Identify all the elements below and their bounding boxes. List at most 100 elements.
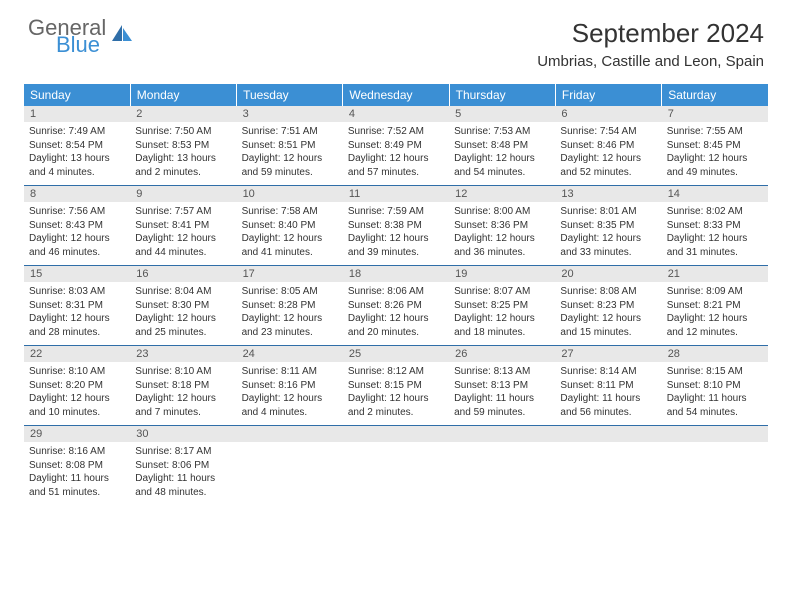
sunset-line: Sunset: 8:48 PM bbox=[454, 140, 528, 151]
sunset-line: Sunset: 8:49 PM bbox=[348, 140, 422, 151]
sunrise-line: Sunrise: 8:03 AM bbox=[29, 286, 105, 297]
daylight-line: Daylight: 12 hours and 4 minutes. bbox=[242, 393, 323, 418]
calendar-day-cell bbox=[555, 426, 661, 506]
day-body: Sunrise: 8:03 AMSunset: 8:31 PMDaylight:… bbox=[24, 282, 130, 345]
sunrise-line: Sunrise: 8:08 AM bbox=[560, 286, 636, 297]
sunset-line: Sunset: 8:46 PM bbox=[560, 140, 634, 151]
sunrise-line: Sunrise: 7:51 AM bbox=[242, 126, 318, 137]
day-body: Sunrise: 8:09 AM Sunset: 8:21 PM Daylight:… bbox=[662, 282, 768, 345]
day-number: 19 bbox=[449, 266, 555, 282]
day-number bbox=[662, 426, 768, 442]
day-number: 30 bbox=[130, 426, 236, 442]
calendar-day-cell bbox=[237, 426, 343, 506]
logo-text-line2: Blue bbox=[56, 35, 106, 56]
sunset-line: Sunset: 8:23 PM bbox=[560, 300, 634, 311]
day-number bbox=[555, 426, 661, 442]
daylight-line: Daylight: 13 hours and 4 minutes. bbox=[29, 153, 110, 178]
sunrise-line: Sunrise: 8:07 AM bbox=[454, 286, 530, 297]
day-body: Sunrise: 8:10 AMSunset: 8:18 PMDaylight:… bbox=[130, 362, 236, 425]
sunrise-line: Sunrise: 8:09 AM bbox=[667, 286, 743, 297]
day-body bbox=[343, 442, 449, 500]
calendar-day-cell: 9Sunrise: 7:57 AMSunset: 8:41 PMDaylight… bbox=[130, 186, 236, 266]
logo: General Blue bbox=[28, 18, 134, 56]
daylight-line: Daylight: 12 hours and 2 minutes. bbox=[348, 393, 429, 418]
calendar-week-row: 15Sunrise: 8:03 AMSunset: 8:31 PMDayligh… bbox=[24, 266, 768, 346]
weekday-header: Tuesday bbox=[237, 84, 343, 106]
daylight-line: Daylight: 12 hours and 41 minutes. bbox=[242, 233, 323, 258]
calendar-day-cell: 7Sunrise: 7:55 AMSunset: 8:45 PMDaylight… bbox=[662, 106, 768, 186]
sunrise-line: Sunrise: 8:01 AM bbox=[560, 206, 636, 217]
sunset-line: Sunset: 8:21 PM bbox=[667, 300, 741, 311]
calendar-day-cell: 2Sunrise: 7:50 AMSunset: 8:53 PMDaylight… bbox=[130, 106, 236, 186]
weekday-header: Friday bbox=[555, 84, 661, 106]
daylight-line: Daylight: 12 hours and 59 minutes. bbox=[242, 153, 323, 178]
day-number: 17 bbox=[237, 266, 343, 282]
day-body bbox=[237, 442, 343, 500]
calendar-day-cell: 5Sunrise: 7:53 AMSunset: 8:48 PMDaylight… bbox=[449, 106, 555, 186]
sunrise-line: Sunrise: 7:59 AM bbox=[348, 206, 424, 217]
sunset-line: Sunset: 8:33 PM bbox=[667, 220, 741, 231]
sunset-line: Sunset: 8:08 PM bbox=[29, 460, 103, 471]
day-body: Sunrise: 8:06 AMSunset: 8:26 PMDaylight:… bbox=[343, 282, 449, 345]
sail-icon bbox=[110, 23, 134, 51]
daylight-line: Daylight: 12 hours and 15 minutes. bbox=[560, 313, 641, 338]
sunrise-line: Sunrise: 7:56 AM bbox=[29, 206, 105, 217]
page-title: September 2024 bbox=[537, 18, 764, 49]
weekday-header-row: Sunday Monday Tuesday Wednesday Thursday… bbox=[24, 84, 768, 106]
daylight-line: Daylight: 12 hours and 54 minutes. bbox=[454, 153, 535, 178]
day-body: Sunrise: 7:59 AMSunset: 8:38 PMDaylight:… bbox=[343, 202, 449, 265]
day-number: 4 bbox=[343, 106, 449, 122]
day-number: 27 bbox=[555, 346, 661, 362]
header: General Blue September 2024 Umbrias, Cas… bbox=[0, 0, 792, 78]
day-body: Sunrise: 7:49 AMSunset: 8:54 PMDaylight:… bbox=[24, 122, 130, 185]
calendar-day-cell: 25Sunrise: 8:12 AMSunset: 8:15 PMDayligh… bbox=[343, 346, 449, 426]
weekday-header: Sunday bbox=[24, 84, 130, 106]
calendar-table: Sunday Monday Tuesday Wednesday Thursday… bbox=[24, 84, 768, 505]
sunrise-line: Sunrise: 7:50 AM bbox=[135, 126, 211, 137]
day-body bbox=[555, 442, 661, 500]
sunrise-line: Sunrise: 8:02 AM bbox=[667, 206, 743, 217]
sunset-line: Sunset: 8:11 PM bbox=[560, 380, 633, 391]
day-number: 6 bbox=[555, 106, 661, 122]
daylight-line: Daylight: 12 hours and 12 minutes. bbox=[667, 313, 748, 338]
sunset-line: Sunset: 8:28 PM bbox=[242, 300, 316, 311]
calendar-day-cell: 29Sunrise: 8:16 AMSunset: 8:08 PMDayligh… bbox=[24, 426, 130, 506]
sunset-line: Sunset: 8:20 PM bbox=[29, 380, 103, 391]
daylight-line: Daylight: 11 hours and 48 minutes. bbox=[135, 473, 215, 498]
sunset-line: Sunset: 8:18 PM bbox=[135, 380, 209, 391]
sunrise-line: Sunrise: 7:58 AM bbox=[242, 206, 318, 217]
calendar-day-cell: 30Sunrise: 8:17 AMSunset: 8:06 PMDayligh… bbox=[130, 426, 236, 506]
day-body: Sunrise: 7:53 AMSunset: 8:48 PMDaylight:… bbox=[449, 122, 555, 185]
sunset-line: Sunset: 8:31 PM bbox=[29, 300, 103, 311]
sunset-line: Sunset: 8:53 PM bbox=[135, 140, 209, 151]
day-body: Sunrise: 8:15 AMSunset: 8:10 PMDaylight:… bbox=[662, 362, 768, 425]
sunset-line: Sunset: 8:35 PM bbox=[560, 220, 634, 231]
calendar-day-cell: 17Sunrise: 8:05 AMSunset: 8:28 PMDayligh… bbox=[237, 266, 343, 346]
sunrise-line: Sunrise: 8:14 AM bbox=[560, 366, 636, 377]
sunrise-line: Sunrise: 8:12 AM bbox=[348, 366, 424, 377]
calendar-day-cell: 21Sunrise: 8:09 AMSunset: 8:21 PMDayligh… bbox=[662, 266, 768, 346]
day-body: Sunrise: 8:16 AMSunset: 8:08 PMDaylight:… bbox=[24, 442, 130, 505]
calendar-week-row: 29Sunrise: 8:16 AMSunset: 8:08 PMDayligh… bbox=[24, 426, 768, 506]
day-number: 20 bbox=[555, 266, 661, 282]
day-number: 2 bbox=[130, 106, 236, 122]
daylight-line: Daylight: 12 hours and 10 minutes. bbox=[29, 393, 110, 418]
day-number: 7 bbox=[662, 106, 768, 122]
day-number: 1 bbox=[24, 106, 130, 122]
day-body: Sunrise: 7:52 AM Sunset: 8:49 PM Daylight:… bbox=[343, 122, 449, 185]
daylight-line: Daylight: 12 hours and 49 minutes. bbox=[667, 153, 748, 178]
daylight-line: Daylight: 12 hours and 44 minutes. bbox=[135, 233, 216, 258]
sunrise-line: Sunrise: 8:00 AM bbox=[454, 206, 530, 217]
sunset-line: Sunset: 8:43 PM bbox=[29, 220, 103, 231]
sunrise-line: Sunrise: 7:52 AM bbox=[348, 126, 424, 137]
sunrise-line: Sunrise: 8:11 AM bbox=[242, 366, 317, 377]
day-body: Sunrise: 7:55 AMSunset: 8:45 PMDaylight:… bbox=[662, 122, 768, 185]
day-body: Sunrise: 8:11 AMSunset: 8:16 PMDaylight:… bbox=[237, 362, 343, 425]
day-body bbox=[449, 442, 555, 500]
calendar-day-cell: 10Sunrise: 7:58 AMSunset: 8:40 PMDayligh… bbox=[237, 186, 343, 266]
day-number: 24 bbox=[237, 346, 343, 362]
day-body: Sunrise: 8:17 AMSunset: 8:06 PMDaylight:… bbox=[130, 442, 236, 505]
daylight-line: Daylight: 12 hours and 57 minutes. bbox=[348, 153, 429, 178]
calendar-day-cell: 8Sunrise: 7:56 AMSunset: 8:43 PMDaylight… bbox=[24, 186, 130, 266]
location-text: Umbrias, Castille and Leon, Spain bbox=[537, 53, 764, 70]
